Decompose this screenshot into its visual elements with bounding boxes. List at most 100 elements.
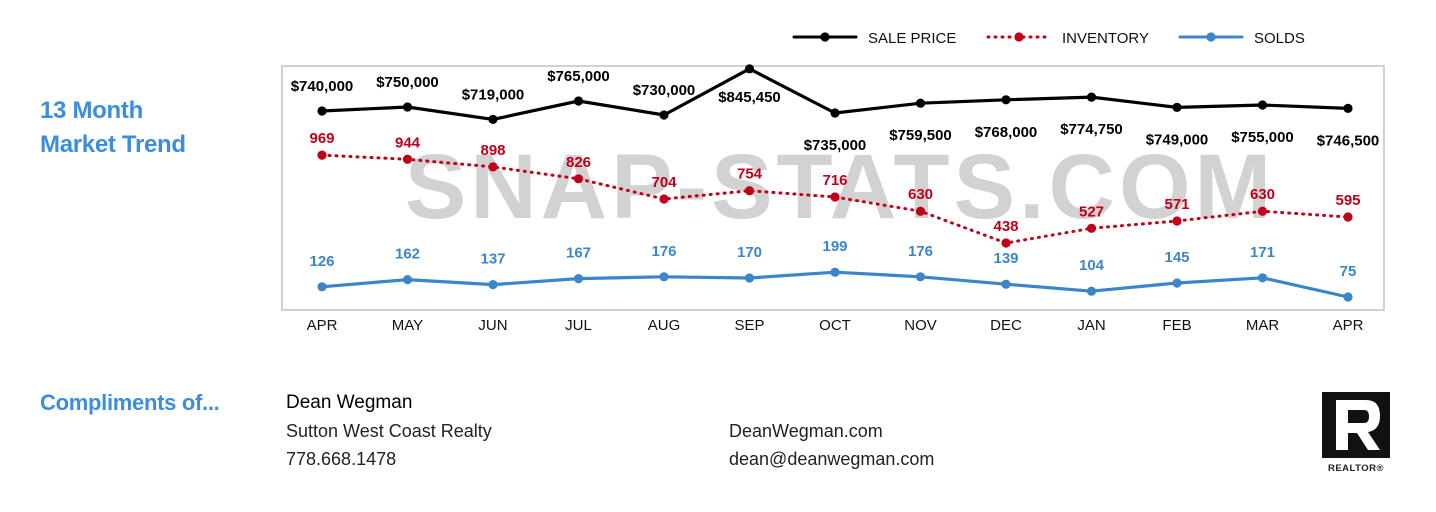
data-point [1257, 206, 1268, 216]
legend: SALE PRICE INVENTORY SOLDS [792, 30, 1305, 47]
data-label: 199 [822, 238, 847, 255]
data-point [1172, 102, 1182, 112]
data-label: $749,000 [1146, 131, 1209, 148]
data-point [915, 206, 926, 216]
data-point [744, 186, 755, 196]
data-point [402, 154, 413, 164]
x-tick-label: JUN [478, 317, 507, 334]
data-label: 630 [1250, 186, 1275, 203]
data-label: $750,000 [376, 74, 439, 91]
data-point [1001, 238, 1011, 248]
data-point [830, 192, 840, 202]
data-point [1172, 216, 1182, 226]
data-point [402, 102, 413, 112]
data-label: $759,500 [889, 127, 952, 144]
data-point [1257, 273, 1268, 283]
data-label: $719,000 [462, 86, 525, 103]
data-label: 898 [480, 142, 505, 159]
data-label: 176 [908, 243, 933, 260]
data-point [573, 174, 584, 184]
data-label: 104 [1079, 257, 1105, 274]
data-label: 571 [1164, 196, 1189, 213]
data-point [1086, 286, 1097, 296]
data-point [744, 273, 755, 283]
legend-marker [820, 32, 830, 42]
legend-item-sale-price: SALE PRICE [792, 30, 956, 47]
series-layer [317, 64, 1353, 302]
section-title-line1: 13 Month [40, 97, 143, 124]
x-tick-label: NOV [904, 317, 937, 334]
data-labels: 126 162 137 167 176 170 199 176 139 104 145 171 75 96… [291, 68, 1380, 280]
legend-item-inventory: INVENTORY [986, 30, 1149, 47]
x-tick-label: APR [1333, 317, 1364, 334]
data-label: 527 [1079, 203, 1104, 220]
data-point [659, 110, 669, 120]
data-point [573, 274, 584, 284]
data-label: 75 [1340, 263, 1357, 280]
data-point [659, 272, 669, 282]
data-label: $774,750 [1060, 121, 1123, 138]
data-point [1257, 100, 1268, 110]
data-label: $740,000 [291, 78, 354, 95]
data-label: 630 [908, 186, 933, 203]
data-point [915, 98, 926, 108]
data-point [1086, 92, 1097, 102]
series-inventory [317, 150, 1353, 248]
realtor-logo-icon: REALTOR® [1322, 392, 1390, 474]
x-tick-label: MAY [392, 317, 423, 334]
data-label: $730,000 [633, 82, 696, 99]
agent-email[interactable]: dean@deanwegman.com [729, 449, 935, 469]
x-axis: APR MAY JUN JUL AUG SEP OCT NOV DEC JAN FEB MAR APR [307, 317, 1364, 334]
data-label: 126 [309, 253, 334, 270]
series-sale-price [317, 64, 1353, 124]
realtor-logo-text: REALTOR® [1328, 463, 1384, 474]
x-tick-label: MAR [1246, 317, 1280, 334]
data-point [402, 275, 413, 285]
legend-item-solds: SOLDS [1178, 30, 1305, 47]
data-label: $755,000 [1231, 129, 1294, 146]
data-point [1172, 278, 1182, 288]
data-label: 438 [993, 218, 1018, 235]
data-point [1343, 103, 1353, 113]
data-label: 704 [651, 174, 677, 191]
data-point [488, 280, 498, 290]
data-point [659, 194, 669, 204]
section-title-line2: Market Trend [40, 131, 186, 158]
data-point [915, 272, 926, 282]
agent-company: Sutton West Coast Realty [286, 421, 492, 441]
x-tick-label: SEP [734, 317, 764, 334]
data-label: 139 [993, 250, 1018, 267]
x-tick-label: JAN [1077, 317, 1105, 334]
data-label: 145 [1164, 249, 1189, 266]
legend-marker [1014, 32, 1024, 42]
data-point [317, 282, 327, 292]
compliments-label: Compliments of... [40, 390, 220, 415]
data-point [573, 96, 584, 106]
data-label: 969 [309, 130, 334, 147]
data-point [317, 150, 327, 160]
section-title: 13 Month Market Trend [40, 94, 186, 162]
legend-marker [1206, 32, 1216, 42]
x-tick-label: FEB [1162, 317, 1191, 334]
data-point [1343, 292, 1353, 302]
data-point [317, 106, 327, 116]
data-label: 944 [395, 134, 421, 151]
agent-website[interactable]: DeanWegman.com [729, 421, 883, 441]
x-tick-label: JUL [565, 317, 592, 334]
data-label: $845,450 [718, 89, 781, 106]
data-label: $746,500 [1317, 132, 1380, 149]
agent-phone: 778.668.1478 [286, 449, 397, 469]
data-point [1086, 223, 1097, 233]
data-label: 170 [737, 244, 762, 261]
data-point [488, 114, 498, 124]
data-label: $735,000 [804, 137, 867, 154]
data-label: 716 [822, 172, 847, 189]
agent-name: Dean Wegman [286, 392, 413, 413]
data-label: 162 [395, 246, 420, 263]
data-point [488, 162, 498, 172]
data-point [1343, 212, 1353, 222]
plot-area [281, 65, 1385, 311]
legend-label: INVENTORY [1062, 30, 1149, 47]
data-label: 137 [480, 251, 505, 268]
